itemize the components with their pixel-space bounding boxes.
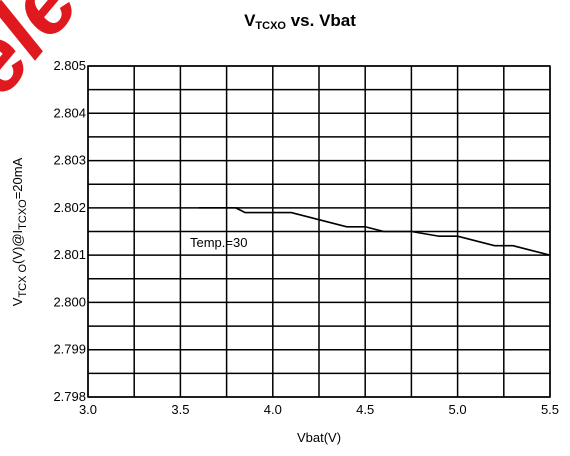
chart-title: VTCXO vs. Vbat [244, 11, 356, 32]
ylabel-subscript: TCX O [17, 264, 29, 298]
title-part: vs. Vbat [286, 11, 356, 30]
data-line [198, 207, 551, 256]
ylabel-part: V [10, 297, 25, 306]
x-tick-label: 5.5 [541, 402, 559, 417]
x-tick-label: 3.0 [79, 402, 97, 417]
watermark: Release [0, 0, 194, 163]
y-tick-label: 2.803 [53, 153, 86, 168]
y-tick-label: 2.801 [53, 247, 86, 262]
y-tick-label: 2.798 [53, 389, 86, 404]
x-axis-label: Vbat(V) [297, 430, 341, 445]
annotation: Temp.=30 [190, 235, 247, 250]
y-tick-label: 2.805 [53, 58, 86, 73]
y-tick-label: 2.802 [53, 200, 86, 215]
title-part: V [244, 11, 256, 30]
y-tick-label: 2.799 [53, 342, 86, 357]
plot-frame [87, 65, 551, 398]
ylabel-part: =20mA [10, 157, 25, 199]
y-tick-label: 2.800 [53, 294, 86, 309]
watermark-group: Release [0, 0, 194, 163]
x-tick-label: 4.0 [264, 402, 282, 417]
title-subscript: TCXO [255, 20, 286, 32]
ylabel-part: (V)@I [10, 230, 25, 264]
x-tick-label: 4.5 [356, 402, 374, 417]
ylabel-subscript: TCXO [17, 199, 29, 230]
x-tick-label: 5.0 [449, 402, 467, 417]
y-axis-label: VTCX O(V)@ITCXO=20mA [10, 157, 29, 306]
x-tick-label: 3.5 [171, 402, 189, 417]
y-tick-label: 2.804 [53, 105, 86, 120]
